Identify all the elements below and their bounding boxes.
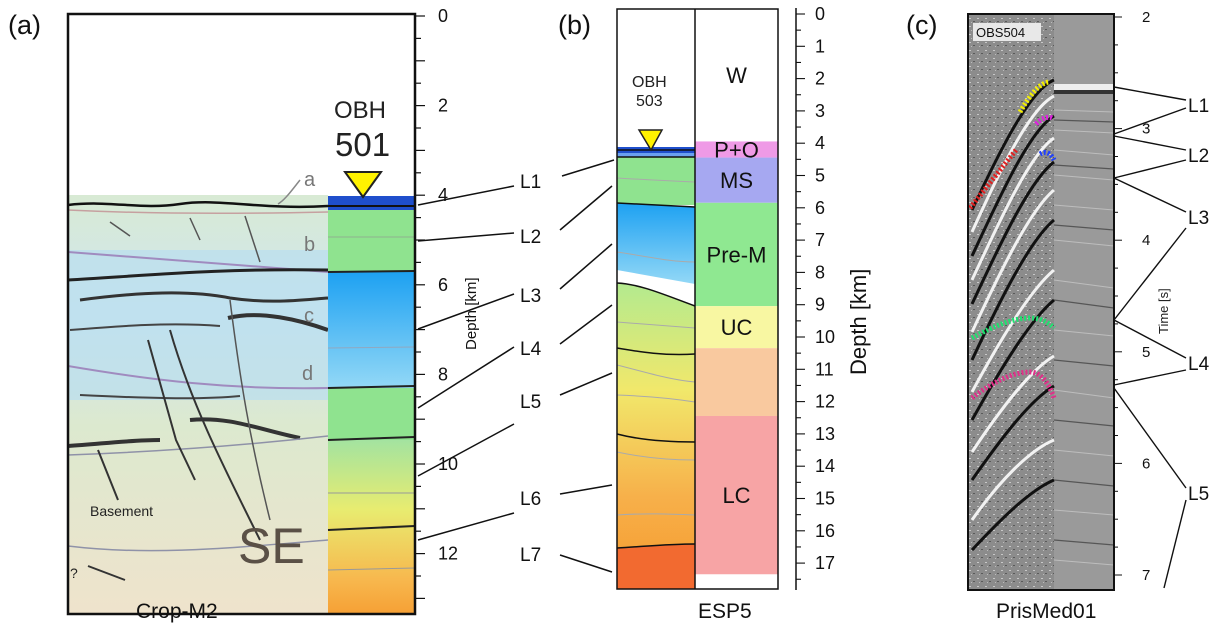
label-c-L5: L5 xyxy=(1188,484,1209,505)
panel-b-caption: ESP5 xyxy=(698,600,752,623)
unit-block xyxy=(695,306,778,349)
panel-c-time-tick-label: 7 xyxy=(1142,567,1150,584)
panel-b-depth-tick-label: 6 xyxy=(815,198,825,218)
label-L4: L4 xyxy=(520,339,542,360)
panel-b-depth-tick-label: 7 xyxy=(815,230,825,250)
station-label: OBS504 xyxy=(976,25,1025,40)
panel-c-time-axis: 2 3 4 5 6 7 xyxy=(1114,9,1150,584)
panel-a-depth-tick-label: 4 xyxy=(438,185,448,205)
connectors-c xyxy=(1113,86,1187,589)
unit-block xyxy=(695,9,778,142)
panel-a-section xyxy=(68,14,415,614)
panel-c-seismogram xyxy=(968,14,1114,590)
panel-a-depth-tick-label: 12 xyxy=(438,544,458,564)
label-L5: L5 xyxy=(520,392,541,413)
panel-a-depth-tick-label: 0 xyxy=(438,6,448,26)
panel-b-velocity-model xyxy=(616,9,696,589)
panel-c-letter: (c) xyxy=(906,10,937,40)
panel-a-depth-tick-label: 6 xyxy=(438,275,448,295)
panel-b-depth-tick-label: 9 xyxy=(815,295,825,315)
panel-a-depth-tick-label: 10 xyxy=(438,454,458,474)
unit-label: LC xyxy=(722,483,750,508)
panel-b-depth-tick-label: 4 xyxy=(815,133,825,153)
panel-c-time-tick-label: 6 xyxy=(1142,455,1150,472)
panel-b-depth-tick-label: 16 xyxy=(815,521,835,541)
label-L3: L3 xyxy=(520,286,541,307)
unit-label: W xyxy=(726,63,747,88)
unit-label: MS xyxy=(720,168,753,193)
label-c-L1: L1 xyxy=(1188,96,1209,117)
panel-b-letter: (b) xyxy=(558,10,591,40)
panel-c-time-tick-label: 5 xyxy=(1142,344,1150,361)
panel-b-depth-tick-label: 15 xyxy=(815,489,835,509)
label-L1: L1 xyxy=(520,172,541,193)
station-label-box xyxy=(973,23,1041,41)
panel-c-time-axis-label: Time [s] xyxy=(1156,288,1171,334)
horizon-c-label: c xyxy=(304,305,314,327)
panel-a-depth-axis-label: Depth [km] xyxy=(463,277,480,350)
label-L2: L2 xyxy=(520,227,541,248)
label-c-L3: L3 xyxy=(1188,208,1209,229)
panel-b-depth-tick-label: 14 xyxy=(815,456,835,476)
unit-label: UC xyxy=(721,315,753,340)
obh501-title: OBH xyxy=(334,97,386,124)
connectors-a-b xyxy=(417,159,615,573)
basement-label: Basement xyxy=(90,503,153,519)
obh503-marker-icon xyxy=(637,129,664,152)
panel-a-depth-tick-label: 8 xyxy=(438,364,448,384)
horizon-a-label: a xyxy=(304,169,316,191)
unit-block xyxy=(695,157,778,203)
panel-b-depth-tick-label: 13 xyxy=(815,424,835,444)
unit-block xyxy=(695,415,778,575)
panel-b-depth-tick-label: 10 xyxy=(815,327,835,347)
panel-b-depth-tick-label: 5 xyxy=(815,166,825,186)
panel-b-depth-tick-label: 2 xyxy=(815,69,825,89)
panel-c-caption: PrisMed01 xyxy=(996,600,1096,623)
label-c-L4: L4 xyxy=(1188,354,1210,375)
label-L6: L6 xyxy=(520,489,541,510)
unit-block xyxy=(695,141,778,158)
panel-c-frame xyxy=(967,13,1115,591)
panel-b-frame xyxy=(616,8,779,590)
panel-b-depth-tick-label: 17 xyxy=(815,553,835,573)
horizon-b-label: b xyxy=(304,234,315,256)
unit-block xyxy=(695,348,778,416)
panel-b-depth-tick-label: 11 xyxy=(815,359,834,379)
panel-b-depth-tick-label: 8 xyxy=(815,262,825,282)
label-c-L2: L2 xyxy=(1188,146,1209,167)
panel-a-depth-axis: 0 2 4 6 8 10 12 xyxy=(414,6,458,614)
se-label: SE xyxy=(238,518,305,574)
label-L7: L7 xyxy=(520,545,541,566)
panel-b-depth-tick-label: 1 xyxy=(815,36,825,56)
obh503-number: 503 xyxy=(636,93,663,110)
panel-a-depth-tick-label: 2 xyxy=(438,96,448,116)
panel-c-time-tick-label: 4 xyxy=(1142,232,1150,249)
panel-b-depth-tick-label: 12 xyxy=(815,392,835,412)
obh501-number: 501 xyxy=(335,126,390,163)
panel-b-depth-tick-label: 0 xyxy=(815,4,825,24)
panel-a-caption: Crop-M2 xyxy=(136,600,218,623)
question-label: ? xyxy=(70,565,78,581)
panel-c-time-tick-label: 2 xyxy=(1142,9,1150,26)
interface-labels-c: L1 L2 L3 L4 L5 xyxy=(1188,96,1210,505)
unit-block xyxy=(695,202,778,307)
obh503-title: OBH xyxy=(632,74,667,91)
horizon-d-label: d xyxy=(302,363,313,385)
interface-labels-ab: L1 L2 L3 L4 L5 L6 L7 xyxy=(520,172,542,566)
panel-b-depth-tick-label: 3 xyxy=(815,101,825,121)
obh501-marker-icon xyxy=(343,171,383,199)
panel-a-letter: (a) xyxy=(8,10,41,40)
horizon-a-pointer xyxy=(277,179,301,205)
panel-b-depth-axis-label: Depth [km] xyxy=(846,269,871,375)
unit-label: Pre-M xyxy=(707,242,767,267)
panel-c-time-tick-label: 3 xyxy=(1142,121,1150,138)
